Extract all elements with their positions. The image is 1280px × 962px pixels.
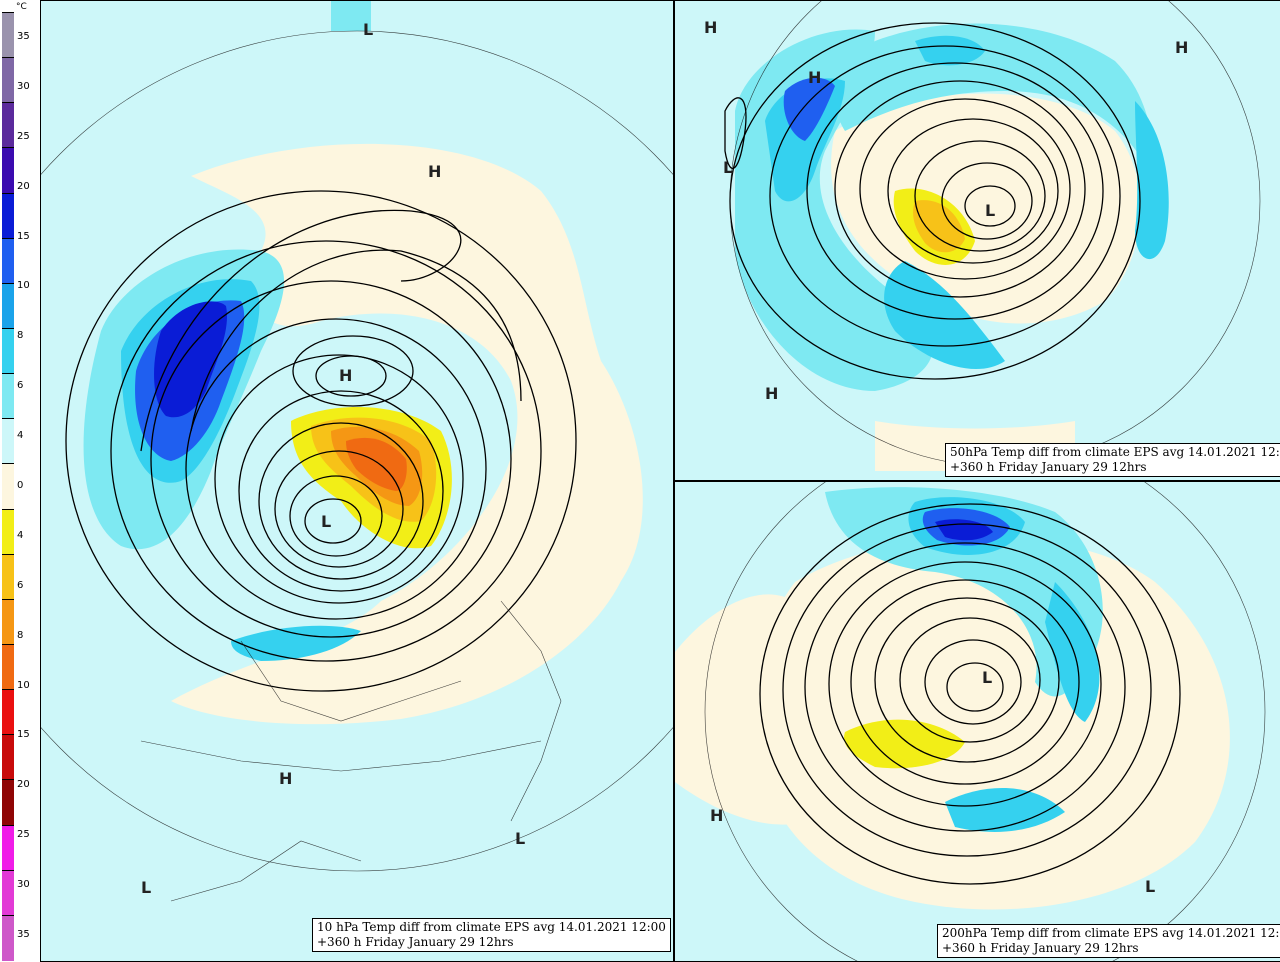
scale-tick-label: 30 bbox=[17, 879, 30, 891]
scale-swatch bbox=[2, 644, 14, 691]
scale-swatch bbox=[2, 192, 14, 239]
pressure-label-l: L bbox=[515, 829, 525, 848]
scale-tick-label: 20 bbox=[17, 180, 30, 192]
pressure-label-h: H bbox=[1175, 38, 1188, 57]
scale-swatch bbox=[2, 418, 14, 465]
unit-label: °C bbox=[16, 2, 27, 12]
scale-tick-label: 15 bbox=[17, 729, 30, 741]
pressure-label-h: H bbox=[704, 18, 717, 37]
pressure-label-l: L bbox=[363, 20, 373, 39]
pressure-label-h: H bbox=[279, 769, 292, 788]
scale-swatch bbox=[2, 779, 14, 826]
scale-tick-label: 10 bbox=[17, 679, 30, 691]
scale-swatch bbox=[2, 373, 14, 420]
pressure-label-h: H bbox=[808, 68, 821, 87]
pressure-label-l: L bbox=[141, 878, 151, 897]
caption-forecast-time: +360 h Friday January 29 12hrs bbox=[942, 941, 1139, 955]
scale-swatch bbox=[2, 57, 14, 104]
pressure-label-l: L bbox=[985, 201, 995, 220]
map-panel-10hpa: L H H L H L L 10 hPa Temp diff from clim… bbox=[40, 0, 674, 962]
scale-swatch bbox=[2, 102, 14, 149]
scale-tick-label: 30 bbox=[17, 80, 30, 92]
pressure-label-h: H bbox=[339, 366, 352, 385]
scale-tick-label: 0 bbox=[17, 480, 24, 491]
scale-tick-label: 4 bbox=[17, 430, 24, 442]
scale-tick-label: 25 bbox=[17, 829, 30, 841]
map-50hpa: H H H L L H bbox=[704, 1, 1261, 471]
scale-tick-label: 35 bbox=[17, 929, 30, 941]
scale-swatch bbox=[2, 869, 14, 916]
scale-swatch bbox=[2, 508, 14, 555]
scale-swatch bbox=[2, 237, 14, 284]
scale-swatch bbox=[2, 328, 14, 375]
scale-swatch bbox=[2, 598, 14, 645]
scale-tick-label: 25 bbox=[17, 130, 30, 142]
pressure-label-h: H bbox=[428, 162, 441, 181]
scale-swatch bbox=[2, 282, 14, 329]
map-10hpa: L H H L H L L bbox=[41, 1, 673, 902]
pressure-label-h: H bbox=[765, 384, 778, 403]
scale-tick-label: 10 bbox=[17, 280, 30, 292]
scale-tick-label: 15 bbox=[17, 230, 30, 242]
scale-swatch bbox=[2, 553, 14, 600]
pressure-label-l: L bbox=[1145, 877, 1155, 896]
scale-tick-label: 6 bbox=[17, 380, 24, 392]
caption-200hpa: 200hPa Temp diff from climate EPS avg 14… bbox=[937, 924, 1280, 958]
caption-title: 10 hPa Temp diff from climate EPS avg 14… bbox=[317, 920, 666, 934]
temperature-color-scale: °C 35 30 25 20 15 10 8 6 4 0 4 6 8 10 15 20 25 30 35 bbox=[0, 0, 41, 962]
caption-forecast-time: +360 h Friday January 29 12hrs bbox=[317, 935, 514, 949]
caption-title: 50hPa Temp diff from climate EPS avg 14.… bbox=[950, 445, 1280, 459]
map-200hpa: L H L bbox=[675, 482, 1266, 961]
scale-swatch bbox=[2, 824, 14, 871]
scale-swatch bbox=[2, 914, 14, 961]
map-panel-200hpa: L H L 200hPa Temp diff from climate EPS … bbox=[674, 481, 1280, 962]
scale-swatch bbox=[2, 463, 14, 510]
pressure-label-h: H bbox=[710, 806, 723, 825]
scale-swatch bbox=[2, 689, 14, 736]
scale-swatch bbox=[2, 734, 14, 781]
scale-tick-label: 4 bbox=[17, 529, 24, 541]
scale-swatch bbox=[2, 147, 14, 194]
scale-tick-label: 6 bbox=[17, 579, 24, 591]
caption-forecast-time: +360 h Friday January 29 12hrs bbox=[950, 460, 1147, 474]
pressure-label-l: L bbox=[982, 668, 992, 687]
scale-tick-label: 8 bbox=[17, 629, 24, 641]
caption-title: 200hPa Temp diff from climate EPS avg 14… bbox=[942, 926, 1280, 940]
map-panel-50hpa: H H H L L H 50hPa Temp diff from climate… bbox=[674, 0, 1280, 481]
scale-swatch bbox=[2, 12, 14, 59]
caption-10hpa: 10 hPa Temp diff from climate EPS avg 14… bbox=[312, 918, 671, 952]
caption-50hpa: 50hPa Temp diff from climate EPS avg 14.… bbox=[945, 443, 1280, 477]
pressure-label-l: L bbox=[723, 158, 733, 177]
scale-tick-label: 35 bbox=[17, 30, 30, 42]
scale-tick-label: 20 bbox=[17, 779, 30, 791]
scale-tick-label: 8 bbox=[17, 330, 24, 342]
pressure-label-l: L bbox=[321, 512, 331, 531]
